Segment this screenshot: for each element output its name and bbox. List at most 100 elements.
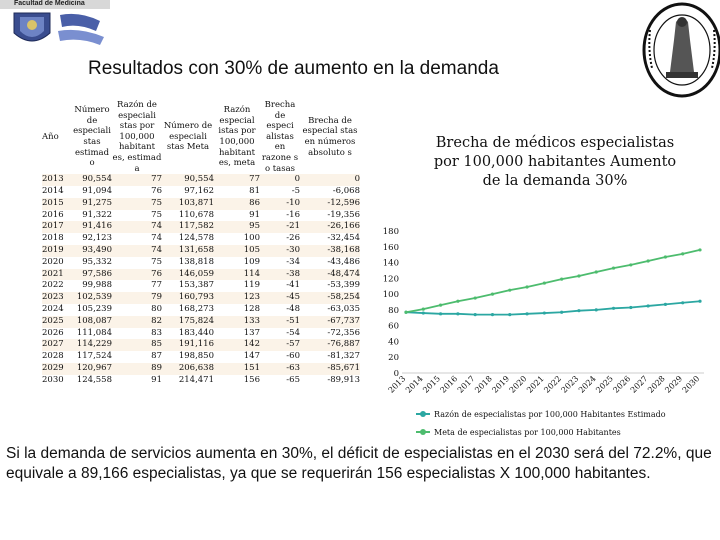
header-gap-absolute: Brecha de especial stas en números absol… — [302, 115, 358, 158]
x-tick-label: 2029 — [663, 374, 684, 395]
series-point-0 — [681, 301, 685, 305]
table-cell: 79 — [151, 292, 162, 303]
table-cell: 191,116 — [178, 339, 214, 350]
table-cell: -30 — [286, 244, 300, 255]
table-cell: 2023 — [42, 292, 64, 303]
y-tick-label: 20 — [388, 353, 399, 363]
table-cell: 93,490 — [82, 244, 112, 255]
series-point-1 — [681, 252, 685, 256]
table-cell: 95 — [249, 221, 260, 232]
legend-item-estimated: Razón de especialistas por 100,000 Habit… — [416, 405, 666, 423]
x-tick-label: 2018 — [473, 374, 494, 395]
table-cell: 75 — [151, 209, 162, 220]
table-row: 2023 102,539 79 160,793 123 -45 -58,254 — [42, 292, 360, 304]
table-cell: 2016 — [42, 209, 64, 220]
table-cell: 124,578 — [178, 233, 214, 244]
table-cell: 108,087 — [76, 315, 112, 326]
data-table: Año Número de especiali stas estimad o R… — [42, 100, 360, 387]
x-tick-label: 2017 — [456, 374, 477, 395]
table-cell: 74 — [151, 233, 162, 244]
table-cell: -43,486 — [327, 256, 360, 267]
y-tick-label: 120 — [383, 274, 399, 284]
series-point-0 — [438, 312, 443, 316]
table-cell: 2027 — [42, 339, 64, 350]
table-cell: -72,356 — [327, 327, 360, 338]
table-cell: 76 — [151, 268, 162, 279]
table-cell: 91 — [151, 374, 162, 385]
series-point-1 — [525, 285, 529, 289]
x-tick-label: 2019 — [490, 374, 511, 395]
series-point-0 — [611, 306, 616, 310]
table-row: 2014 91,094 76 97,162 81 -5 -6,068 — [42, 186, 360, 198]
table-cell: 74 — [151, 244, 162, 255]
table-cell: 153,387 — [178, 280, 214, 291]
faculty-label: Facultad de Medicina — [14, 0, 85, 7]
table-cell: -38 — [286, 268, 300, 279]
table-row: 2028 117,524 87 198,850 147 -60 -81,327 — [42, 351, 360, 363]
series-point-1 — [456, 299, 460, 303]
table-cell: 2015 — [42, 197, 64, 208]
series-point-1 — [663, 255, 668, 259]
table-cell: 2026 — [42, 327, 64, 338]
series-point-1 — [542, 281, 546, 285]
table-row: 2013 90,554 77 90,554 77 0 0 — [42, 174, 360, 186]
table-cell: -65 — [286, 374, 300, 385]
table-row: 2029 120,967 89 206,638 151 -63 -85,671 — [42, 362, 360, 375]
y-tick-label: 80 — [388, 306, 399, 316]
table-cell: 97,586 — [82, 268, 112, 279]
faculty-emblem-icon — [0, 9, 110, 52]
table-cell: 2017 — [42, 221, 64, 232]
table-cell: 175,824 — [178, 315, 214, 326]
series-point-0 — [508, 313, 512, 317]
table-row: 2022 99,988 77 153,387 119 -41 -53,399 — [42, 280, 360, 292]
table-row: 2026 111,084 83 183,440 137 -54 -72,356 — [42, 328, 360, 340]
table-cell: -6,068 — [332, 185, 360, 196]
table-cell: 2025 — [42, 315, 64, 326]
table-cell: -58,254 — [327, 292, 360, 303]
table-cell: 109 — [243, 256, 260, 267]
series-point-1 — [611, 266, 616, 270]
table-cell: -48 — [286, 303, 300, 314]
table-cell: 114,229 — [76, 339, 112, 350]
series-point-0 — [698, 299, 702, 303]
table-cell: 105,239 — [76, 303, 112, 314]
table-cell: -63,035 — [327, 303, 360, 314]
x-tick-label: 2022 — [542, 374, 563, 395]
table-cell: 90,554 — [184, 174, 214, 185]
x-tick-label: 2027 — [629, 374, 650, 395]
table-cell: -89,913 — [327, 374, 360, 385]
series-point-0 — [646, 304, 650, 308]
table-cell: -26 — [286, 233, 300, 244]
table-cell: 120,967 — [76, 362, 112, 373]
legend-label-estimated: Razón de especialistas por 100,000 Habit… — [434, 409, 666, 419]
table-cell: 198,850 — [178, 351, 214, 362]
table-cell: 2029 — [42, 362, 64, 373]
table-cell: 138,818 — [178, 256, 214, 267]
series-point-0 — [560, 310, 564, 314]
table-cell: 91,416 — [82, 221, 112, 232]
series-point-1 — [490, 292, 495, 296]
table-cell: 160,793 — [178, 292, 214, 303]
table-cell: 2014 — [42, 185, 64, 196]
table-cell: 97,162 — [184, 185, 214, 196]
table-cell: 151 — [243, 362, 260, 373]
table-cell: 89 — [151, 362, 162, 373]
y-tick-label: 180 — [383, 227, 399, 237]
table-cell: 110,678 — [178, 209, 214, 220]
table-cell: -81,327 — [327, 351, 360, 362]
table-row: 2015 91,275 75 103,871 86 -10 -12,596 — [42, 197, 360, 210]
table-cell: -10 — [286, 197, 300, 208]
series-point-1 — [508, 288, 512, 292]
series-point-1 — [473, 296, 477, 300]
legend-swatch-goal — [416, 429, 430, 435]
table-cell: -53,399 — [327, 280, 360, 291]
series-point-0 — [629, 305, 633, 310]
header-specialists-goal: Número de especiali stas Meta — [163, 121, 213, 153]
x-tick-label: 2030 — [681, 374, 702, 395]
table-cell: -41 — [286, 280, 300, 291]
table-cell: 2022 — [42, 280, 64, 291]
x-tick-label: 2015 — [421, 374, 442, 395]
series-point-0 — [542, 311, 546, 315]
table-cell: 75 — [151, 256, 162, 267]
series-point-0 — [421, 311, 425, 315]
